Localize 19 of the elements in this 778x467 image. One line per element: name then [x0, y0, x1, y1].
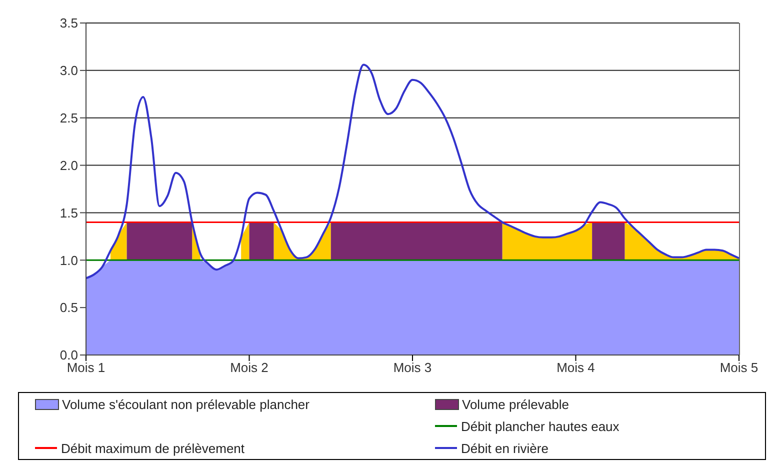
legend-label: Débit maximum de prélèvement: [61, 440, 245, 456]
y-tick-label: 2.0: [60, 158, 78, 173]
x-tick-label: Mois 5: [720, 360, 758, 376]
y-tick-label: 1.0: [60, 252, 78, 268]
y-tick-label: 0.0: [60, 348, 78, 363]
y-tick-label: 2.5: [60, 110, 78, 126]
x-tick-label: Mois 4: [556, 360, 595, 376]
x-tick-label: Mois 2: [230, 360, 268, 376]
legend-label: Volume prélevable: [462, 396, 569, 412]
y-tick-label: 3.0: [60, 63, 78, 78]
line-series: [86, 64, 739, 280]
y-tick-label: 3.5: [60, 16, 78, 31]
x-tick-label: Mois 1: [66, 360, 106, 376]
y-tick-label: 1.5: [60, 205, 78, 220]
legend-label: Volume s'écoulant non prélevable plancher: [62, 396, 310, 412]
legend-label: Débit en rivière: [461, 440, 548, 456]
x-tick-label: Mois 3: [393, 360, 432, 376]
legend-label: Débit plancher hautes eaux: [461, 418, 620, 434]
y-tick-label: 0.5: [60, 300, 78, 316]
